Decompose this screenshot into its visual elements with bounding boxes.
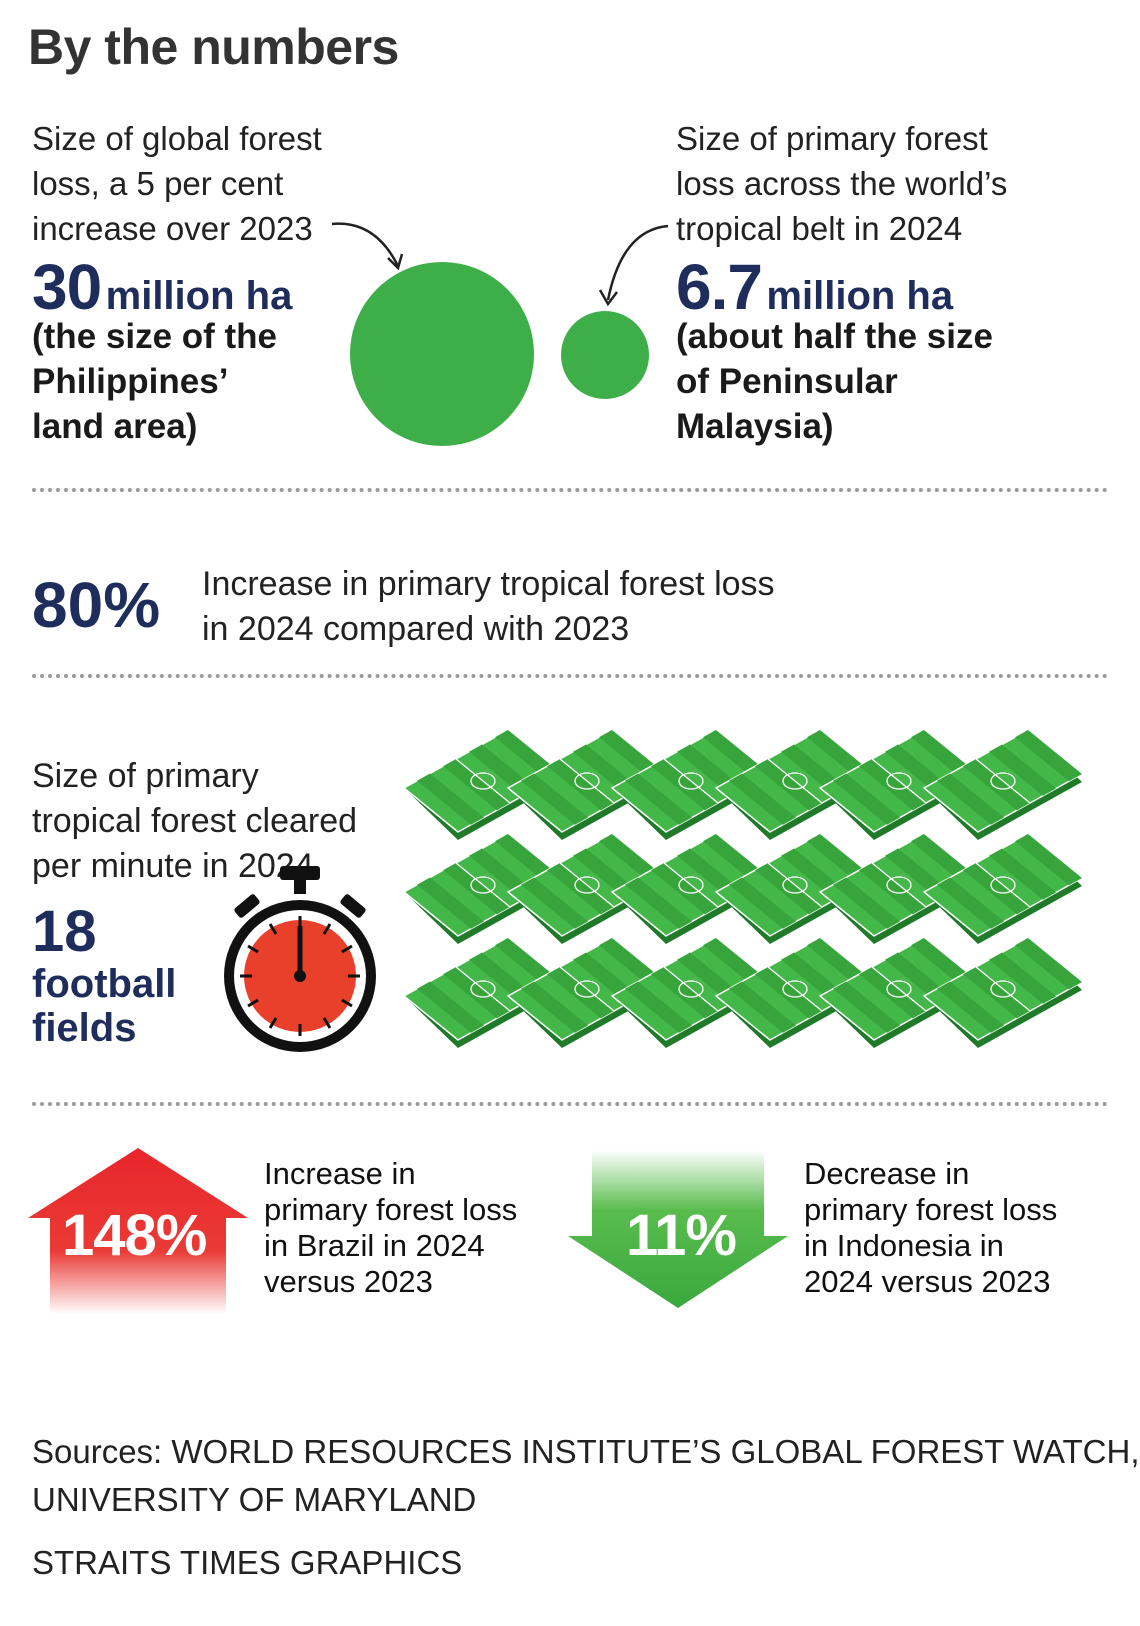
up-arrow-icon bbox=[28, 1148, 248, 1314]
global-loss-sub-line: land area) bbox=[32, 407, 198, 446]
primary-loss-circle bbox=[561, 311, 649, 399]
primary-loss-arrow bbox=[606, 224, 669, 301]
sources-line: UNIVERSITY OF MARYLAND bbox=[32, 1481, 477, 1518]
football-field-icon bbox=[714, 729, 876, 840]
tropical-increase-value: 80% bbox=[32, 569, 161, 641]
football-field-icon bbox=[922, 729, 1084, 840]
per-minute-lead: Size of primary tropical forest cleared … bbox=[32, 754, 357, 889]
primary-loss-lead-line: tropical belt in 2024 bbox=[676, 210, 963, 247]
football-field-icon bbox=[818, 833, 980, 944]
primary-loss-lead-line: Size of primary forest bbox=[676, 120, 988, 157]
section-divider bbox=[32, 488, 1108, 492]
primary-loss-unit: million ha bbox=[766, 274, 954, 318]
section-divider bbox=[32, 674, 1108, 678]
indonesia-line: Decrease in bbox=[804, 1156, 970, 1191]
brazil-line: primary forest loss bbox=[264, 1192, 518, 1227]
brazil-line: in Brazil in 2024 bbox=[264, 1228, 485, 1263]
global-loss-arrow bbox=[331, 222, 400, 267]
tropical-increase-description: Increase in primary tropical forest loss… bbox=[202, 562, 775, 652]
global-loss-lead: Size of global forest loss, a 5 per cent… bbox=[32, 116, 322, 251]
primary-loss-lead-line: loss across the world’s bbox=[676, 165, 1008, 202]
global-loss-lead-line: increase over 2023 bbox=[32, 210, 313, 247]
tropical-increase-line: Increase in primary tropical forest loss bbox=[202, 565, 775, 603]
down-arrow-icon bbox=[568, 1150, 788, 1308]
primary-loss-lead: Size of primary forest loss across the w… bbox=[676, 116, 1007, 251]
football-fields-graphic bbox=[402, 729, 1084, 1048]
credit: STRAITS TIMES GRAPHICS bbox=[32, 1544, 463, 1581]
primary-loss-arrowhead bbox=[598, 289, 618, 307]
global-loss-arrowhead bbox=[387, 253, 404, 271]
primary-loss-comparison: (about half the size of Peninsular Malay… bbox=[676, 314, 993, 449]
primary-loss-figure: 6.7 million ha bbox=[676, 250, 953, 324]
global-loss-sub-line: (the size of the bbox=[32, 317, 278, 356]
indonesia-description: Decrease in primary forest loss in Indon… bbox=[804, 1156, 1057, 1300]
brazil-line: versus 2023 bbox=[264, 1264, 433, 1299]
per-minute-lead-line: per minute in 2024 bbox=[32, 847, 314, 885]
primary-loss-sub-line: of Peninsular bbox=[676, 362, 898, 401]
primary-loss-sub-line: (about half the size bbox=[676, 317, 993, 356]
football-field-icon bbox=[922, 833, 1084, 944]
football-field-icon bbox=[506, 729, 668, 840]
indonesia-line: 2024 versus 2023 bbox=[804, 1264, 1051, 1299]
football-field-icon bbox=[714, 833, 876, 944]
per-minute-value: 18 bbox=[32, 899, 97, 964]
football-field-icon bbox=[818, 937, 980, 1048]
global-loss-lead-line: loss, a 5 per cent bbox=[32, 165, 284, 202]
football-field-icon bbox=[506, 937, 668, 1048]
global-loss-comparison: (the size of the Philippines’ land area) bbox=[32, 314, 277, 449]
section-divider bbox=[32, 1102, 1108, 1106]
stopwatch-icon bbox=[224, 866, 376, 1052]
football-field-icon bbox=[922, 937, 1084, 1048]
per-minute-unit-line: football bbox=[32, 962, 177, 1006]
indonesia-value: 11% bbox=[626, 1203, 737, 1268]
per-minute-unit-line: fields bbox=[32, 1006, 137, 1050]
sources: Sources: WORLD RESOURCES INSTITUTE’S GLO… bbox=[32, 1428, 1140, 1524]
global-loss-figure: 30 million ha bbox=[32, 250, 292, 324]
global-loss-lead-line: Size of global forest bbox=[32, 120, 322, 157]
sources-line: Sources: WORLD RESOURCES INSTITUTE’S GLO… bbox=[32, 1433, 1140, 1470]
primary-loss-sub-line: Malaysia) bbox=[676, 407, 834, 446]
global-loss-sub-line: Philippines’ bbox=[32, 362, 229, 401]
per-minute-unit: football fields bbox=[32, 962, 176, 1050]
football-field-icon bbox=[402, 937, 564, 1048]
indonesia-line: in Indonesia in bbox=[804, 1228, 1004, 1263]
brazil-line: Increase in bbox=[264, 1156, 416, 1191]
tropical-increase-line: in 2024 compared with 2023 bbox=[202, 610, 630, 648]
indonesia-line: primary forest loss bbox=[804, 1192, 1058, 1227]
loss-circles-graphic bbox=[331, 222, 669, 446]
global-loss-value: 30 bbox=[32, 251, 102, 323]
page-title: By the numbers bbox=[28, 19, 399, 75]
football-field-icon bbox=[818, 729, 980, 840]
per-minute-lead-line: tropical forest cleared bbox=[32, 802, 358, 840]
global-loss-circle bbox=[350, 262, 534, 446]
brazil-value: 148% bbox=[62, 1203, 207, 1268]
per-minute-lead-line: Size of primary bbox=[32, 757, 259, 795]
brazil-description: Increase in primary forest loss in Brazi… bbox=[264, 1156, 517, 1300]
primary-loss-value: 6.7 bbox=[676, 251, 763, 323]
global-loss-unit: million ha bbox=[105, 274, 293, 318]
